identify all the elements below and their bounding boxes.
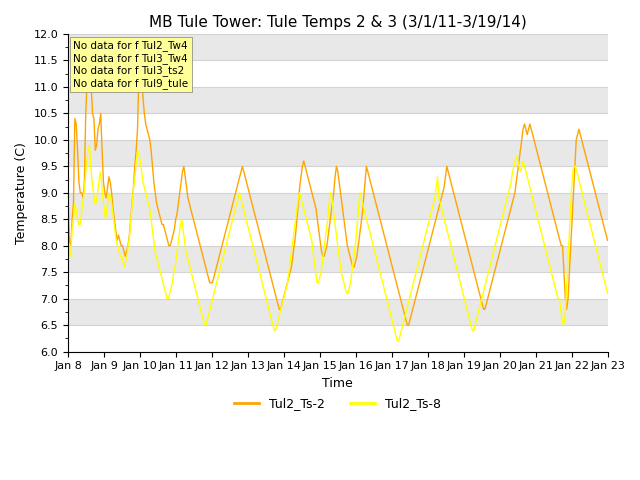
Bar (68, 193, 607, 219)
Line: Tul2_Ts-8: Tul2_Ts-8 (68, 145, 607, 341)
Tul2_Ts-2 (129, 185, 137, 191)
Bar (68, 219, 607, 246)
Bar (68, 34, 607, 60)
Tul2_Ts-8 (536, 222, 543, 228)
Tul2_Ts-8 (604, 290, 611, 296)
Tul2_Ts-2 (580, 147, 588, 153)
Tul2_Ts-2 (342, 232, 350, 238)
Bar (68, 60, 607, 87)
Tul2_Ts-2 (403, 322, 411, 328)
Tul2_Ts-8 (67, 253, 74, 259)
Title: MB Tule Tower: Tule Temps 2 & 3 (3/1/11-3/19/14): MB Tule Tower: Tule Temps 2 & 3 (3/1/11-… (149, 15, 527, 30)
Line: Tul2_Ts-2: Tul2_Ts-2 (68, 55, 607, 325)
Tul2_Ts-8 (64, 238, 72, 243)
Tul2_Ts-2 (64, 195, 72, 201)
Tul2_Ts-8 (126, 232, 134, 238)
Tul2_Ts-8 (423, 227, 431, 233)
Tul2_Ts-8 (86, 142, 93, 148)
Tul2_Ts-8 (130, 185, 138, 191)
Bar (68, 246, 607, 272)
Tul2_Ts-2 (387, 259, 395, 264)
Text: No data for f Tul2_Tw4
No data for f Tul3_Tw4
No data for f Tul3_ts2
No data for: No data for f Tul2_Tw4 No data for f Tul… (74, 40, 189, 89)
Bar (68, 87, 607, 113)
X-axis label: Time: Time (323, 377, 353, 390)
Bar (68, 166, 607, 193)
Bar (68, 113, 607, 140)
Bar (68, 140, 607, 166)
Legend: Tul2_Ts-2, Tul2_Ts-8: Tul2_Ts-2, Tul2_Ts-8 (229, 392, 446, 415)
Bar (68, 299, 607, 325)
Tul2_Ts-2 (604, 238, 611, 243)
Y-axis label: Temperature (C): Temperature (C) (15, 142, 28, 244)
Bar (68, 272, 607, 299)
Tul2_Ts-2 (150, 179, 157, 185)
Tul2_Ts-2 (86, 52, 93, 58)
Tul2_Ts-8 (344, 290, 351, 296)
Tul2_Ts-2 (65, 238, 73, 243)
Bar (68, 325, 607, 351)
Tul2_Ts-8 (394, 338, 401, 344)
